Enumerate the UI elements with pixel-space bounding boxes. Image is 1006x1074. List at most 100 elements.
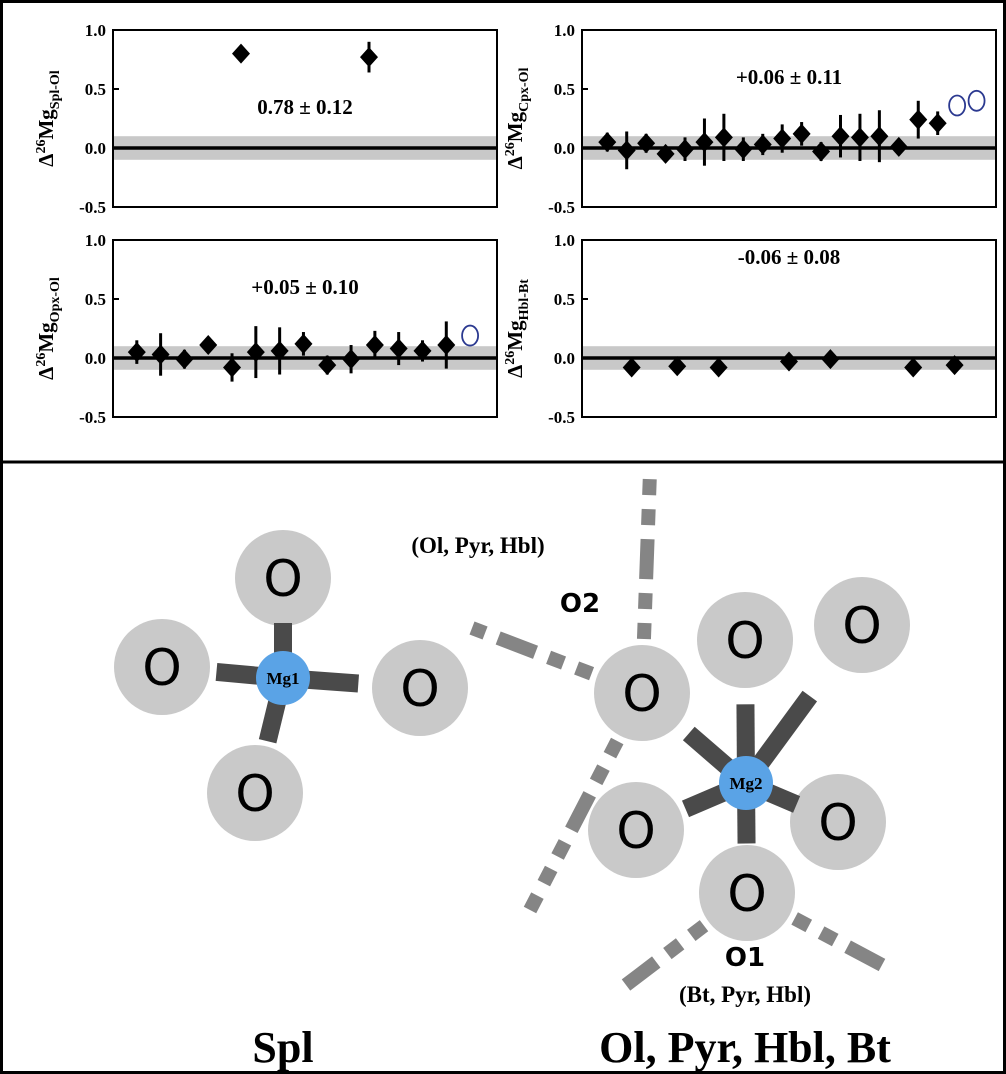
data-point [151, 344, 170, 365]
y-label-prefix: Δ [503, 365, 527, 378]
y-tick-label: 0.5 [85, 290, 106, 309]
y-axis-label: Δ26MgOpx-Ol [34, 277, 63, 380]
data-point [413, 340, 432, 361]
plot-area [581, 239, 997, 418]
oxygen-label: O [725, 612, 764, 670]
y-axis-label: Δ26MgSpl-Ol [34, 70, 63, 167]
data-point [318, 355, 337, 376]
plot-area [112, 239, 498, 418]
data-point [850, 127, 869, 148]
data-point [821, 349, 840, 370]
oxygen-atom [814, 577, 910, 673]
data-point [656, 143, 675, 164]
data-point [909, 109, 928, 130]
y-label-sup: 26 [503, 351, 518, 365]
y-tick-label: 1.0 [85, 21, 106, 40]
magnesium-label: Mg1 [266, 669, 299, 688]
annotation: +0.05 ± 0.10 [251, 275, 359, 299]
oxygen-label: O [235, 765, 274, 823]
data-point [709, 357, 728, 378]
data-point [945, 355, 964, 376]
y-label-sup: 26 [34, 353, 49, 367]
annotation: -0.06 ± 0.08 [738, 245, 841, 269]
y-tick-label: 0.5 [85, 80, 106, 99]
oxygen-label: O [263, 550, 302, 608]
data-point [889, 136, 908, 157]
y-label-sub: Opx-Ol [48, 277, 63, 322]
data-point [360, 47, 378, 68]
data-point [389, 338, 408, 359]
data-point [695, 132, 714, 153]
plot-area [581, 29, 997, 208]
y-label-sup: 26 [503, 142, 518, 156]
oxygen-label: O [818, 794, 857, 852]
data-point [294, 333, 313, 354]
magnesium-atom [256, 651, 310, 705]
y-label-prefix: Δ [34, 154, 58, 167]
data-point [598, 132, 617, 153]
data-point [676, 139, 695, 160]
y-label-prefix: Δ [503, 156, 527, 169]
data-point [246, 342, 265, 363]
data-point [967, 89, 986, 112]
magnesium-label: Mg2 [729, 774, 762, 793]
y-label-sup: 26 [34, 140, 49, 154]
y-tick-label: 0.5 [554, 80, 575, 99]
y-tick-label: 0.0 [554, 139, 575, 158]
oxygen-label: O [142, 639, 181, 697]
y-label-base: Mg [34, 109, 58, 140]
data-point [637, 133, 656, 154]
y-tick-label: -0.5 [79, 408, 106, 427]
y-label-prefix: Δ [34, 367, 58, 380]
y-tick-label: 1.0 [554, 21, 575, 40]
y-tick-label: -0.5 [548, 198, 575, 217]
y-tick-label: 0.5 [554, 290, 575, 309]
data-point [232, 43, 250, 64]
annotation: +0.06 ± 0.11 [736, 65, 842, 89]
data-point [948, 94, 967, 117]
plot-area [112, 29, 498, 208]
data-point [223, 357, 242, 378]
oxygen-label: O [616, 802, 655, 860]
data-point [928, 113, 947, 134]
site-label: (Ol, Pyr, Hbl) [411, 533, 544, 558]
data-point [270, 340, 289, 361]
oxygen-atom [588, 782, 684, 878]
y-tick-label: 0.0 [554, 349, 575, 368]
data-point [365, 335, 384, 356]
annotation: 0.78 ± 0.12 [257, 95, 353, 119]
oxygen-atom [697, 592, 793, 688]
oxygen-label: O [842, 597, 881, 655]
y-axis-label: Δ26MgCpx-Ol [503, 67, 532, 169]
oxygen-atom [699, 845, 795, 941]
oxygen-atom [594, 645, 690, 741]
oxygen-label: O [400, 660, 439, 718]
data-point [904, 357, 923, 378]
y-label-sub: Cpx-Ol [517, 67, 532, 111]
data-point [342, 349, 361, 370]
oxygen-label: O [727, 865, 766, 923]
oxygen-atom [235, 530, 331, 626]
data-point [870, 126, 889, 147]
y-label-sub: Spl-Ol [48, 70, 63, 109]
y-label-sub: Hbl-Bt [517, 279, 532, 321]
site-label: O1 [725, 943, 765, 973]
data-point [792, 123, 811, 144]
y-tick-label: -0.5 [79, 198, 106, 217]
data-point [753, 134, 772, 155]
y-tick-label: 0.0 [85, 349, 106, 368]
y-label-base: Mg [503, 320, 527, 351]
panel-title: Spl [252, 1023, 313, 1072]
data-point [199, 335, 218, 356]
data-point [175, 349, 194, 370]
y-label-base: Mg [34, 322, 58, 353]
data-point [831, 126, 850, 147]
panel-title: Ol, Pyr, Hbl, Bt [599, 1023, 891, 1072]
data-point [622, 357, 641, 378]
site-label: (Bt, Pyr, Hbl) [679, 982, 811, 1007]
y-tick-label: 1.0 [85, 231, 106, 250]
bond-extension [523, 689, 649, 914]
y-tick-label: 0.0 [85, 139, 106, 158]
oxygen-atom [114, 619, 210, 715]
